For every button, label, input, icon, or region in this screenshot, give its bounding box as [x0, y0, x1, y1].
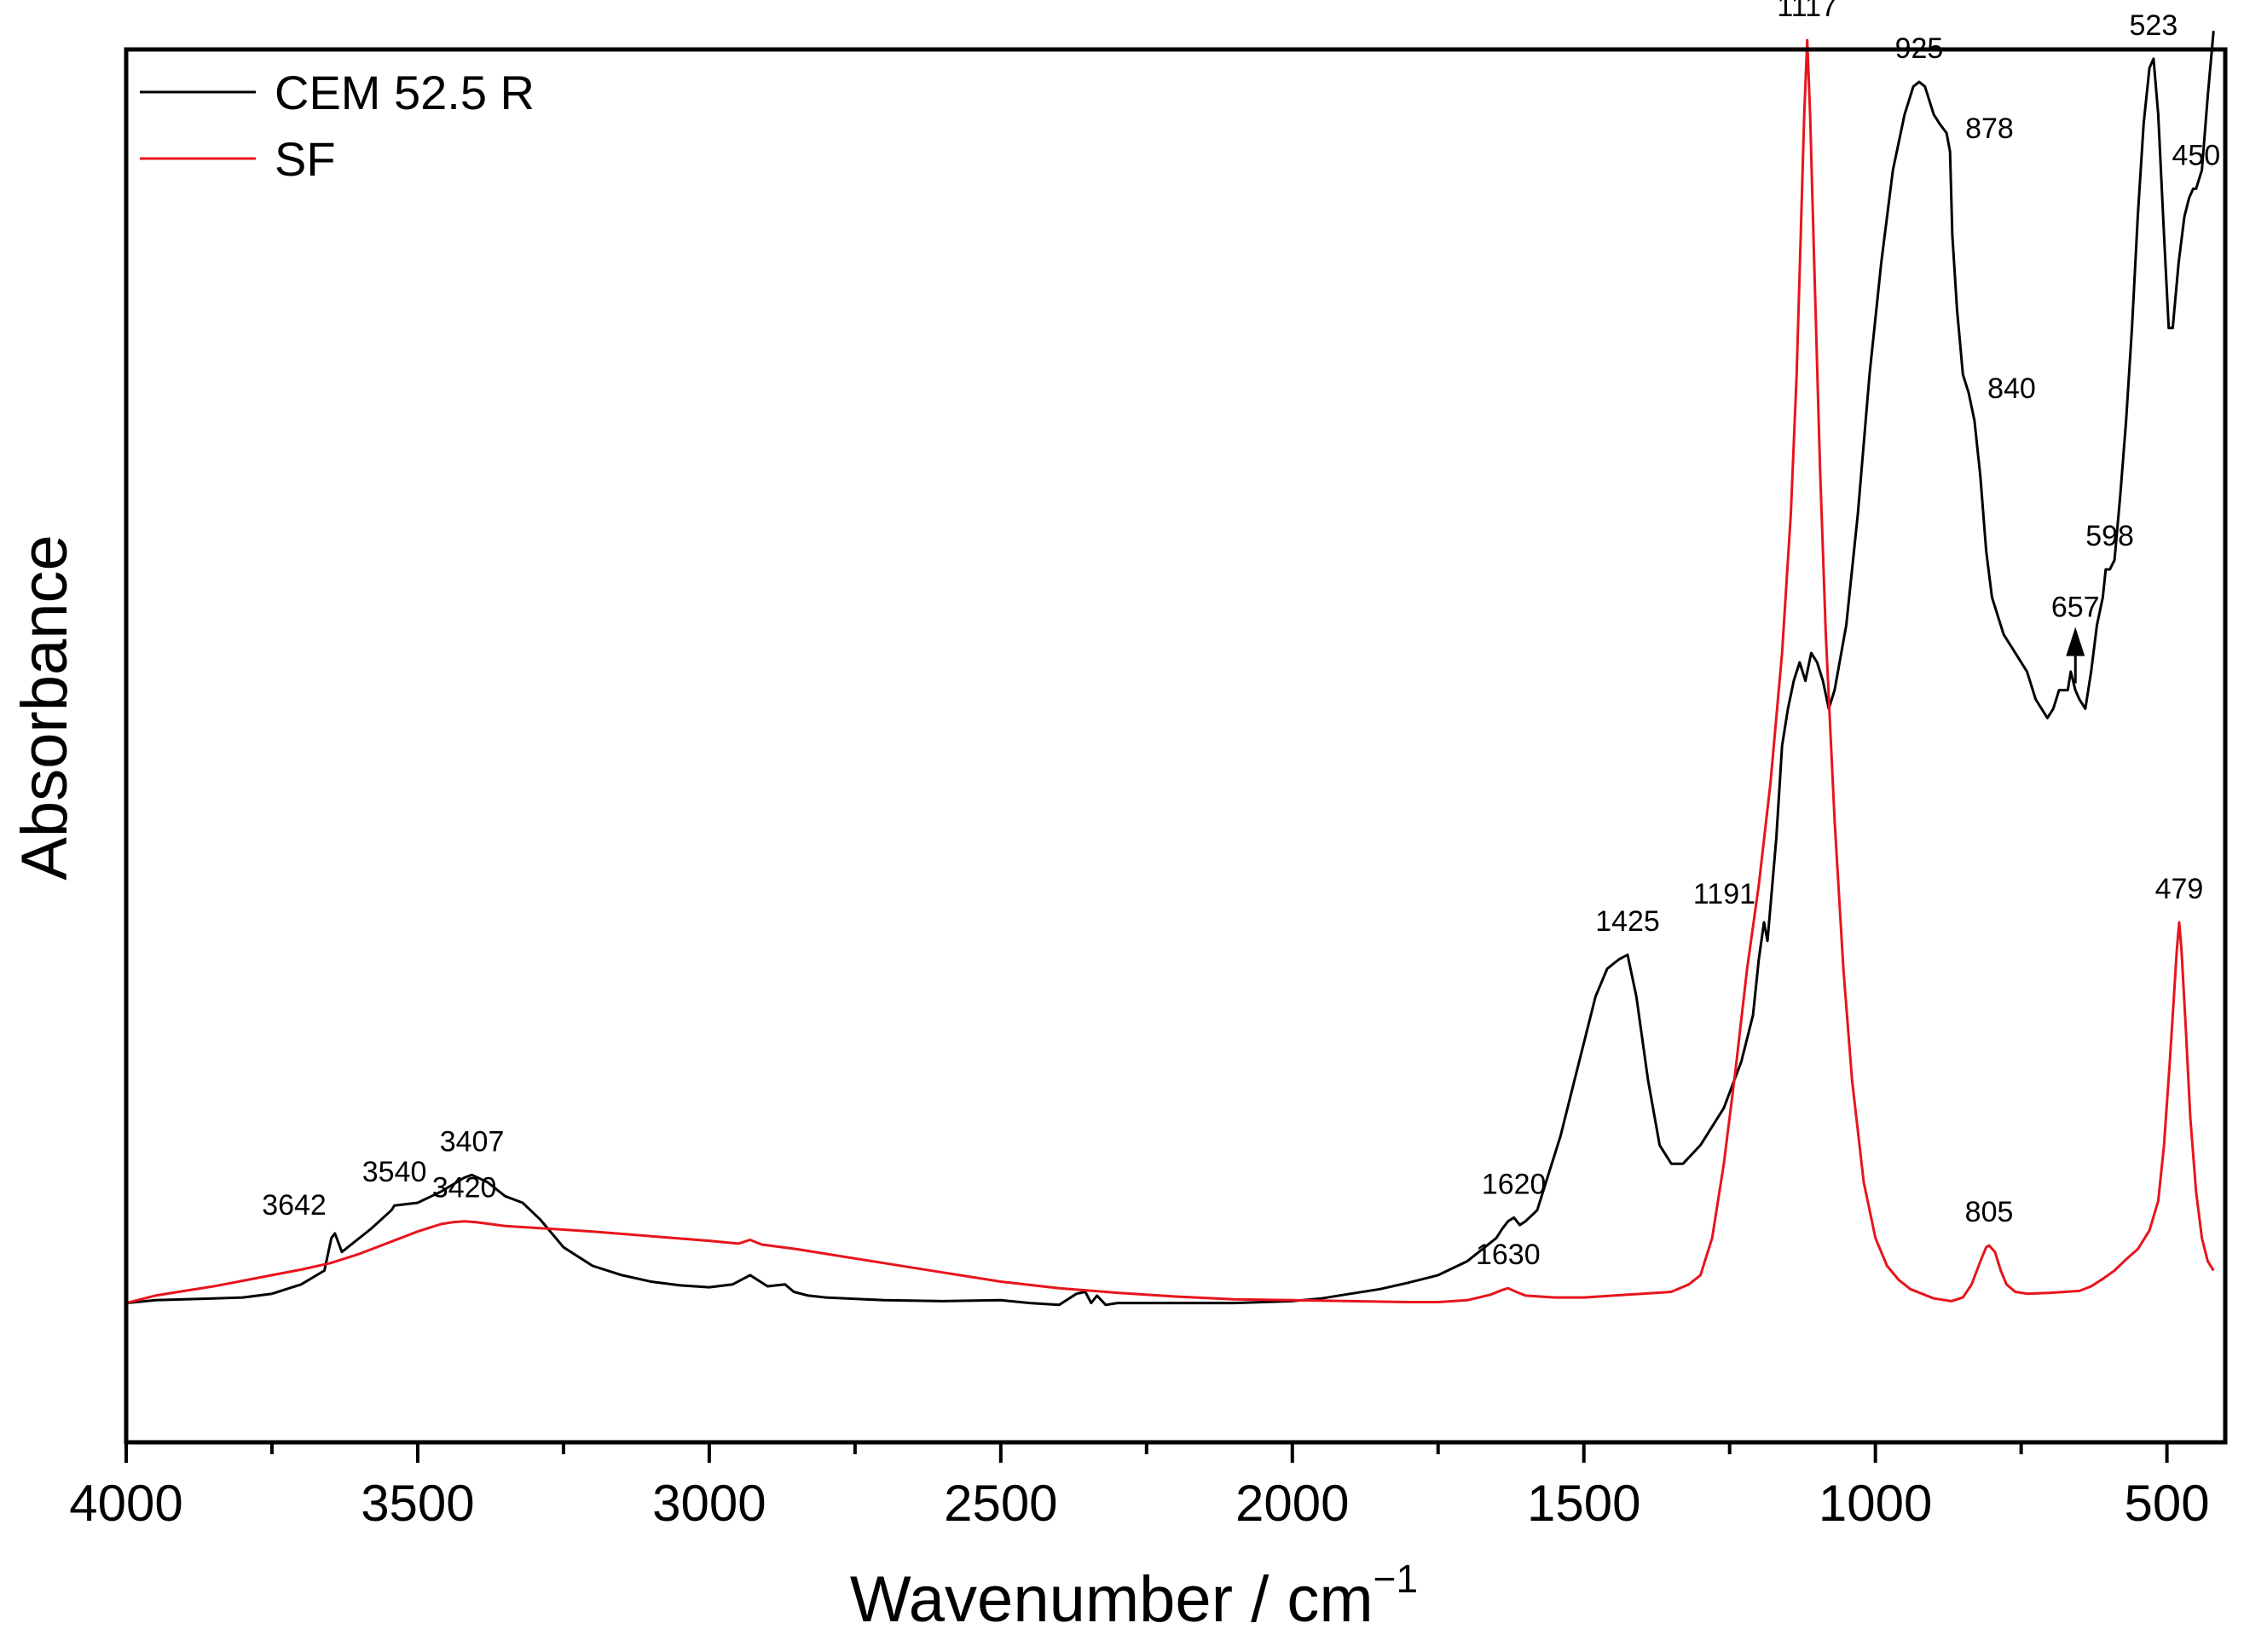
peak-label-1620: 1620	[1482, 1168, 1547, 1200]
peak-label-878: 878	[1965, 113, 2014, 145]
peak-label-805: 805	[1965, 1196, 2014, 1228]
peak-label-840: 840	[1987, 373, 2036, 405]
peak-label-3642: 3642	[262, 1189, 327, 1222]
peak-label-1630: 1630	[1476, 1239, 1541, 1271]
peak-label-1191: 1191	[1693, 878, 1755, 910]
y-axis-title: Absorbance	[9, 534, 81, 881]
peak-arrow-head-657	[2066, 627, 2085, 656]
legend: CEM 52.5 R SF	[140, 66, 535, 186]
series-layer	[125, 31, 2215, 1307]
x-tick-label-2000: 2000	[1235, 1475, 1349, 1532]
x-tick-label-3500: 3500	[361, 1475, 474, 1532]
peak-label-3540: 3540	[362, 1156, 427, 1188]
x-axis-title-main: Wavenumber / cm	[850, 1563, 1374, 1636]
x-axis-ticks: 4000 3500 3000 2500 2000 1500 1000 500	[69, 1442, 2210, 1532]
peak-label-3420: 3420	[432, 1172, 497, 1204]
x-tick-label-2500: 2500	[944, 1475, 1057, 1532]
plot-frame	[124, 47, 2228, 1445]
peak-label-1117: 1117	[1777, 0, 1837, 23]
x-tick-label-3000: 3000	[652, 1475, 766, 1532]
x-tick-label-4000: 4000	[69, 1475, 182, 1532]
series-line-cem-52-5-r	[125, 31, 2215, 1307]
peak-label-598: 598	[2085, 520, 2134, 552]
peak-label-523: 523	[2130, 9, 2178, 42]
x-axis-title-superscript: −1	[1374, 1557, 1418, 1601]
x-tick-label-500: 500	[2125, 1475, 2210, 1532]
legend-label-sf: SF	[275, 132, 336, 186]
series-line-sf	[125, 38, 2215, 1305]
peak-label-3407: 3407	[440, 1125, 505, 1158]
peak-label-450: 450	[2172, 139, 2220, 171]
peak-label-479: 479	[2155, 873, 2204, 905]
x-axis-title: Wavenumber / cm−1	[850, 1557, 1418, 1636]
x-tick-label-1500: 1500	[1527, 1475, 1640, 1532]
peak-label-657: 657	[2051, 592, 2100, 624]
legend-label-cem: CEM 52.5 R	[275, 66, 535, 119]
peak-label-1425: 1425	[1595, 905, 1660, 938]
x-tick-label-1000: 1000	[1819, 1475, 1932, 1532]
